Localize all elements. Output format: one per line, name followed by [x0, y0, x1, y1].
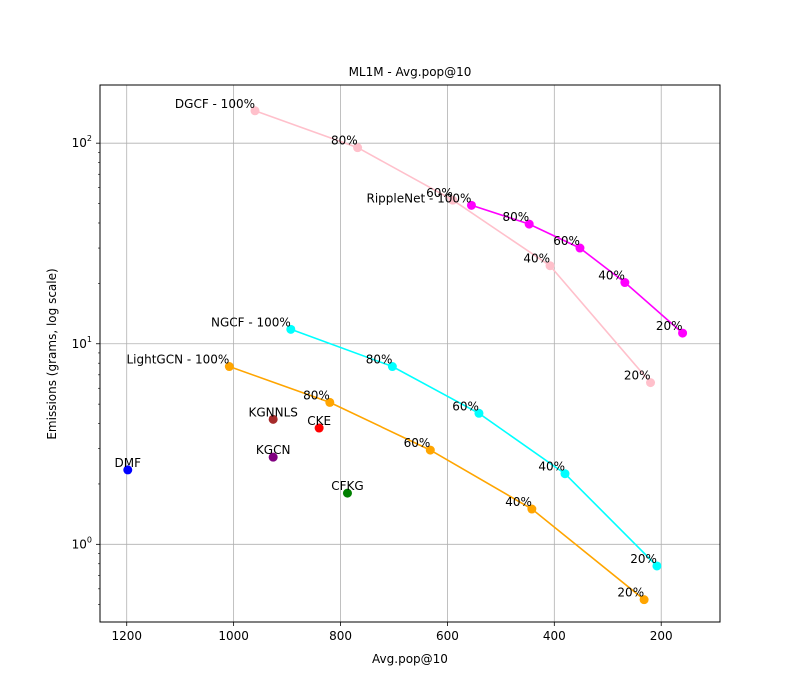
- data-point: [425, 445, 435, 455]
- series-kgnnls: [268, 414, 278, 424]
- data-point-label: 20%: [624, 369, 651, 383]
- data-point-label: NGCF - 100%: [211, 315, 291, 329]
- x-axis-label: Avg.pop@10: [372, 652, 448, 666]
- data-point: [466, 200, 476, 210]
- series-kgcn: [268, 452, 278, 462]
- y-axis-ticks: 100 101 102: [72, 134, 100, 606]
- data-point: [639, 595, 649, 605]
- data-point: [575, 243, 585, 253]
- data-point: [353, 143, 363, 153]
- x-axis-ticks: 1200 1000 800 600 400 200: [111, 622, 673, 643]
- data-point-label: 80%: [503, 210, 530, 224]
- data-point-label: KGNNLS: [248, 405, 297, 419]
- data-point: [325, 397, 335, 407]
- data-point-label: 40%: [538, 460, 565, 474]
- point-labels: DGCF - 100%80%60%40%20%RippleNet - 100%8…: [115, 97, 683, 600]
- y-tick-label: 101: [72, 335, 92, 351]
- series-ripplenet: [466, 200, 688, 338]
- y-tick-label: 100: [72, 535, 92, 551]
- data-point-label: 60%: [426, 186, 453, 200]
- data-point-label: 60%: [452, 399, 479, 413]
- data-point: [314, 423, 324, 433]
- plot-frame: [99, 84, 721, 623]
- x-tick-label: 200: [650, 629, 673, 643]
- data-point: [268, 414, 278, 424]
- data-point: [646, 378, 656, 388]
- data-point: [560, 469, 570, 479]
- data-point-label: 20%: [617, 586, 644, 600]
- data-point: [527, 504, 537, 514]
- data-point: [286, 324, 296, 334]
- data-point: [545, 261, 555, 271]
- data-point-label: 20%: [656, 319, 683, 333]
- data-point-label: 80%: [303, 388, 330, 402]
- data-point: [342, 488, 352, 498]
- grid: [100, 85, 720, 622]
- data-point-label: LightGCN - 100%: [126, 353, 229, 367]
- series-cfkg: [342, 488, 352, 498]
- data-point: [387, 362, 397, 372]
- plot-series: [123, 106, 688, 605]
- data-point: [524, 219, 534, 229]
- data-point-label: 60%: [404, 436, 431, 450]
- series-lightgcn: [224, 362, 649, 605]
- data-point-label: 60%: [553, 234, 580, 248]
- series-ngcf: [286, 324, 662, 571]
- y-axis-label: Emissions (grams, log scale): [45, 268, 59, 439]
- data-point-label: CFKG: [331, 479, 363, 493]
- x-tick-label: 600: [436, 629, 459, 643]
- data-point: [448, 195, 458, 205]
- data-point: [678, 328, 688, 338]
- data-point-label: 40%: [523, 252, 550, 266]
- data-point-label: RippleNet - 100%: [367, 191, 472, 205]
- data-point: [474, 408, 484, 418]
- data-point: [620, 278, 630, 288]
- data-point-label: 40%: [598, 269, 625, 283]
- data-point: [123, 465, 133, 475]
- series-cke: [314, 423, 324, 433]
- data-point: [250, 106, 260, 116]
- x-tick-label: 1200: [111, 629, 142, 643]
- data-point-label: DGCF - 100%: [175, 97, 255, 111]
- data-point-label: CKE: [307, 414, 331, 428]
- data-point: [224, 362, 234, 372]
- data-point: [652, 561, 662, 571]
- chart-title: ML1M - Avg.pop@10: [349, 65, 472, 79]
- data-point-label: DMF: [115, 456, 142, 470]
- data-point: [268, 452, 278, 462]
- x-tick-label: 1000: [218, 629, 249, 643]
- data-point-label: 20%: [630, 552, 657, 566]
- data-point-label: 80%: [331, 134, 358, 148]
- series-dgcf: [250, 106, 656, 388]
- y-tick-label: 102: [72, 134, 92, 150]
- x-tick-label: 800: [329, 629, 352, 643]
- data-point-label: 40%: [505, 495, 532, 509]
- data-point-label: KGCN: [256, 443, 291, 457]
- series-dmf: [123, 465, 133, 475]
- data-point-label: 80%: [366, 353, 393, 367]
- x-tick-label: 400: [543, 629, 566, 643]
